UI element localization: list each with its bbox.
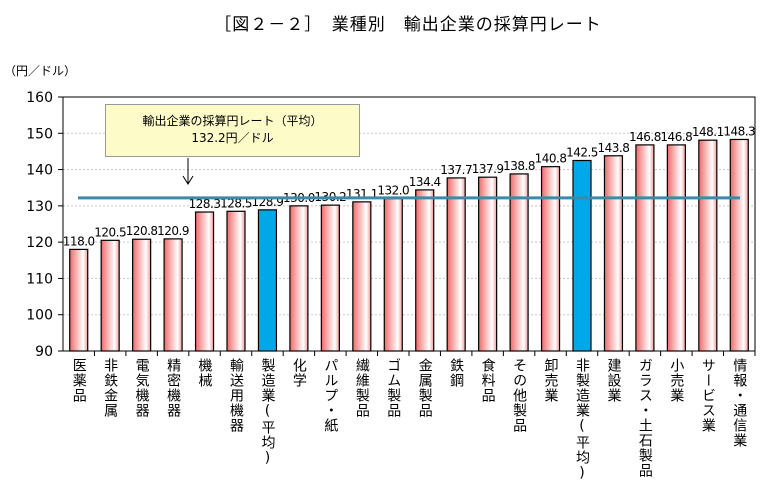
- data-label: 120.9: [157, 224, 189, 238]
- callout-line2: 132.2円／ドル: [191, 131, 274, 145]
- bar: [69, 248, 89, 352]
- bar: [666, 144, 686, 352]
- data-label: 143.8: [598, 141, 630, 155]
- x-tick-label: その他製品: [511, 358, 528, 433]
- reference-line-callout: 輸出企業の採算円レート（平均） 132.2円／ドル: [105, 104, 360, 157]
- data-label: 137.9: [472, 162, 504, 176]
- data-label: 142.5: [566, 146, 598, 160]
- bar: [509, 173, 529, 352]
- x-tick-label: 鉄鋼: [448, 358, 465, 388]
- x-tick-label: 繊維製品: [353, 358, 370, 418]
- data-label: 140.8: [535, 152, 567, 166]
- y-tick-label: 120: [26, 235, 53, 251]
- x-tick-label: 建設業: [605, 358, 622, 403]
- callout-arrowhead: [182, 175, 194, 185]
- x-tick-label: 化学: [290, 358, 307, 388]
- data-label: 148.1: [692, 125, 724, 139]
- data-label: 134.4: [409, 175, 441, 189]
- bar: [540, 166, 561, 352]
- y-tick-label: 140: [26, 163, 53, 179]
- data-label: 138.8: [503, 159, 535, 173]
- bar: [352, 201, 372, 352]
- chart-title: ［図２－２］ 業種別 輸出企業の採算円レート: [214, 15, 602, 35]
- x-tick-label: 製造業(平均): [259, 358, 276, 467]
- x-tick-label: 卸売業: [542, 358, 559, 403]
- bar: [194, 211, 215, 352]
- bar: [729, 138, 749, 352]
- bar: [100, 239, 120, 352]
- x-tick-label: パルプ・紙: [322, 358, 339, 433]
- data-label: 137.7: [440, 163, 472, 177]
- bar: [132, 238, 152, 352]
- x-tick-label: ゴム製品: [385, 358, 402, 418]
- data-label: 120.5: [94, 225, 126, 239]
- y-tick-label: 150: [26, 126, 53, 142]
- x-tick-label: 小売業: [668, 358, 685, 403]
- data-label: 148.3: [723, 124, 755, 138]
- bar: [383, 198, 403, 352]
- y-tick-label: 110: [26, 271, 53, 287]
- x-tick-label: 機械: [196, 358, 213, 388]
- x-tick-label: 精密機器: [165, 358, 182, 418]
- x-tick-label: ガラス・土石製品: [636, 358, 653, 478]
- data-label: 146.8: [660, 130, 692, 144]
- bar: [320, 204, 340, 352]
- bar: [257, 209, 278, 352]
- x-tick-label: 非鉄金属: [102, 358, 119, 418]
- x-tick-label: 電気機器: [133, 358, 150, 418]
- bar: [572, 159, 592, 352]
- data-label: 128.3: [189, 197, 221, 211]
- x-tick-label: サービス業: [699, 358, 716, 433]
- y-axis-label: （円／ドル）: [4, 64, 77, 78]
- y-tick-label: 100: [26, 308, 53, 324]
- callout-line1: 輸出企業の採算円レート（平均）: [142, 114, 323, 128]
- y-tick-label: 160: [26, 90, 53, 106]
- x-tick-label: 金属製品: [416, 358, 433, 418]
- bar: [446, 177, 466, 352]
- bar: [635, 144, 655, 352]
- y-tick-label: 130: [26, 199, 53, 215]
- bar: [415, 189, 435, 352]
- y-tick-label: 90: [35, 344, 53, 360]
- x-tick-label: 食料品: [479, 358, 496, 403]
- x-tick-label: 輸送用機器: [228, 358, 244, 433]
- data-label: 146.8: [629, 130, 661, 144]
- x-tick-label: 非製造業(平均): [574, 358, 590, 482]
- data-label: 120.8: [126, 224, 158, 238]
- bar: [226, 210, 246, 352]
- x-tick-label: 医薬品: [70, 358, 87, 403]
- data-label: 118.0: [63, 234, 95, 248]
- bar: [478, 176, 498, 352]
- bar: [698, 139, 718, 352]
- bar: [163, 238, 183, 352]
- data-label: 128.5: [220, 196, 252, 210]
- data-label: 132.0: [377, 184, 409, 198]
- bar: [289, 205, 309, 352]
- bar: [603, 155, 624, 352]
- x-tick-label: 情報・通信業: [731, 358, 748, 448]
